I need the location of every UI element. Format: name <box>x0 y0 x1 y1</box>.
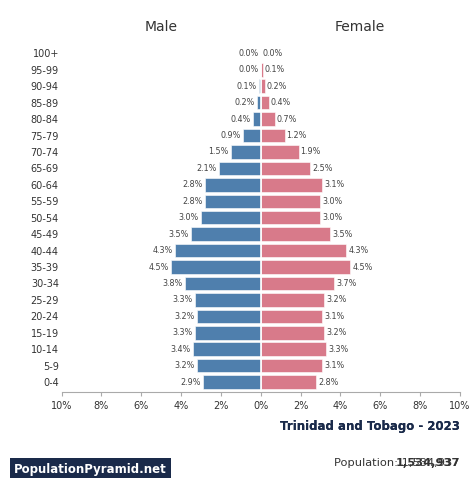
Text: Female: Female <box>335 20 385 33</box>
Text: 3.2%: 3.2% <box>174 361 195 370</box>
Text: 2.5%: 2.5% <box>312 164 333 173</box>
Text: 0.0%: 0.0% <box>238 65 259 74</box>
Text: 0.2%: 0.2% <box>267 82 287 91</box>
Bar <box>203 375 261 389</box>
Text: PopulationPyramid.net: PopulationPyramid.net <box>14 463 167 476</box>
Text: 1.5%: 1.5% <box>209 148 229 156</box>
Text: 0.7%: 0.7% <box>277 115 297 124</box>
Bar <box>185 277 261 290</box>
Bar <box>195 293 261 307</box>
Bar <box>261 63 263 76</box>
Text: 1.9%: 1.9% <box>301 148 321 156</box>
Text: 3.1%: 3.1% <box>324 361 345 370</box>
Text: 3.5%: 3.5% <box>169 229 189 239</box>
Bar <box>261 96 269 109</box>
Text: 0.4%: 0.4% <box>271 98 291 107</box>
Bar <box>231 145 261 159</box>
Bar <box>197 359 261 372</box>
Bar <box>171 261 261 274</box>
Bar <box>261 112 274 126</box>
Text: 3.3%: 3.3% <box>328 345 349 354</box>
Bar <box>261 129 284 142</box>
Bar <box>261 310 322 323</box>
Bar <box>261 79 264 93</box>
Text: 3.0%: 3.0% <box>322 213 343 222</box>
Bar <box>243 129 261 142</box>
Text: 3.3%: 3.3% <box>173 328 193 337</box>
Bar <box>261 178 322 192</box>
Bar <box>261 195 320 208</box>
Bar <box>261 359 322 372</box>
Text: 2.8%: 2.8% <box>319 378 339 387</box>
Text: 3.2%: 3.2% <box>327 328 347 337</box>
Bar <box>261 261 350 274</box>
Text: Population: 1,534,937: Population: 1,534,937 <box>334 458 460 468</box>
Text: 2.8%: 2.8% <box>182 197 203 206</box>
Bar <box>257 96 261 109</box>
Bar <box>261 228 330 241</box>
Bar <box>253 112 261 126</box>
Bar <box>261 293 324 307</box>
Text: 3.2%: 3.2% <box>174 312 195 321</box>
Bar <box>261 342 327 356</box>
Bar <box>191 228 261 241</box>
Bar <box>261 211 320 225</box>
Text: 4.5%: 4.5% <box>149 262 169 272</box>
Text: 3.1%: 3.1% <box>324 312 345 321</box>
Text: 3.2%: 3.2% <box>327 295 347 304</box>
Bar <box>261 375 317 389</box>
Text: 0.9%: 0.9% <box>220 131 241 140</box>
Text: 1,534,937: 1,534,937 <box>395 458 460 468</box>
Bar <box>197 310 261 323</box>
Text: 0.1%: 0.1% <box>264 65 285 74</box>
Bar <box>261 277 334 290</box>
Text: 0.4%: 0.4% <box>230 115 251 124</box>
Bar <box>261 244 346 257</box>
Text: 4.5%: 4.5% <box>352 262 373 272</box>
Bar <box>195 326 261 339</box>
Text: 0.1%: 0.1% <box>237 82 257 91</box>
Text: Trinidad and Tobago - 2023: Trinidad and Tobago - 2023 <box>280 420 460 433</box>
Bar <box>261 326 324 339</box>
Bar <box>261 145 299 159</box>
Text: 3.7%: 3.7% <box>337 279 357 288</box>
Text: 4.3%: 4.3% <box>348 246 369 255</box>
Text: 2.9%: 2.9% <box>181 378 201 387</box>
Text: 4.3%: 4.3% <box>153 246 173 255</box>
Text: 3.5%: 3.5% <box>332 229 353 239</box>
Text: 3.4%: 3.4% <box>171 345 191 354</box>
Text: 1.2%: 1.2% <box>287 131 307 140</box>
Text: 0.0%: 0.0% <box>263 49 283 58</box>
Bar <box>205 195 261 208</box>
Text: 3.0%: 3.0% <box>322 197 343 206</box>
Bar <box>201 211 261 225</box>
Bar <box>193 342 261 356</box>
Bar <box>175 244 261 257</box>
Text: 2.1%: 2.1% <box>197 164 217 173</box>
Bar <box>205 178 261 192</box>
Bar <box>259 79 261 93</box>
Text: 2.8%: 2.8% <box>182 180 203 189</box>
Text: Trinidad and Tobago - 2023: Trinidad and Tobago - 2023 <box>280 420 460 433</box>
Bar <box>219 162 261 175</box>
Text: Male: Male <box>145 20 178 33</box>
Text: 0.2%: 0.2% <box>234 98 255 107</box>
Bar <box>261 162 310 175</box>
Text: 3.0%: 3.0% <box>179 213 199 222</box>
Text: 0.0%: 0.0% <box>238 49 259 58</box>
Text: 3.3%: 3.3% <box>173 295 193 304</box>
Text: 3.1%: 3.1% <box>324 180 345 189</box>
Text: 3.8%: 3.8% <box>163 279 183 288</box>
